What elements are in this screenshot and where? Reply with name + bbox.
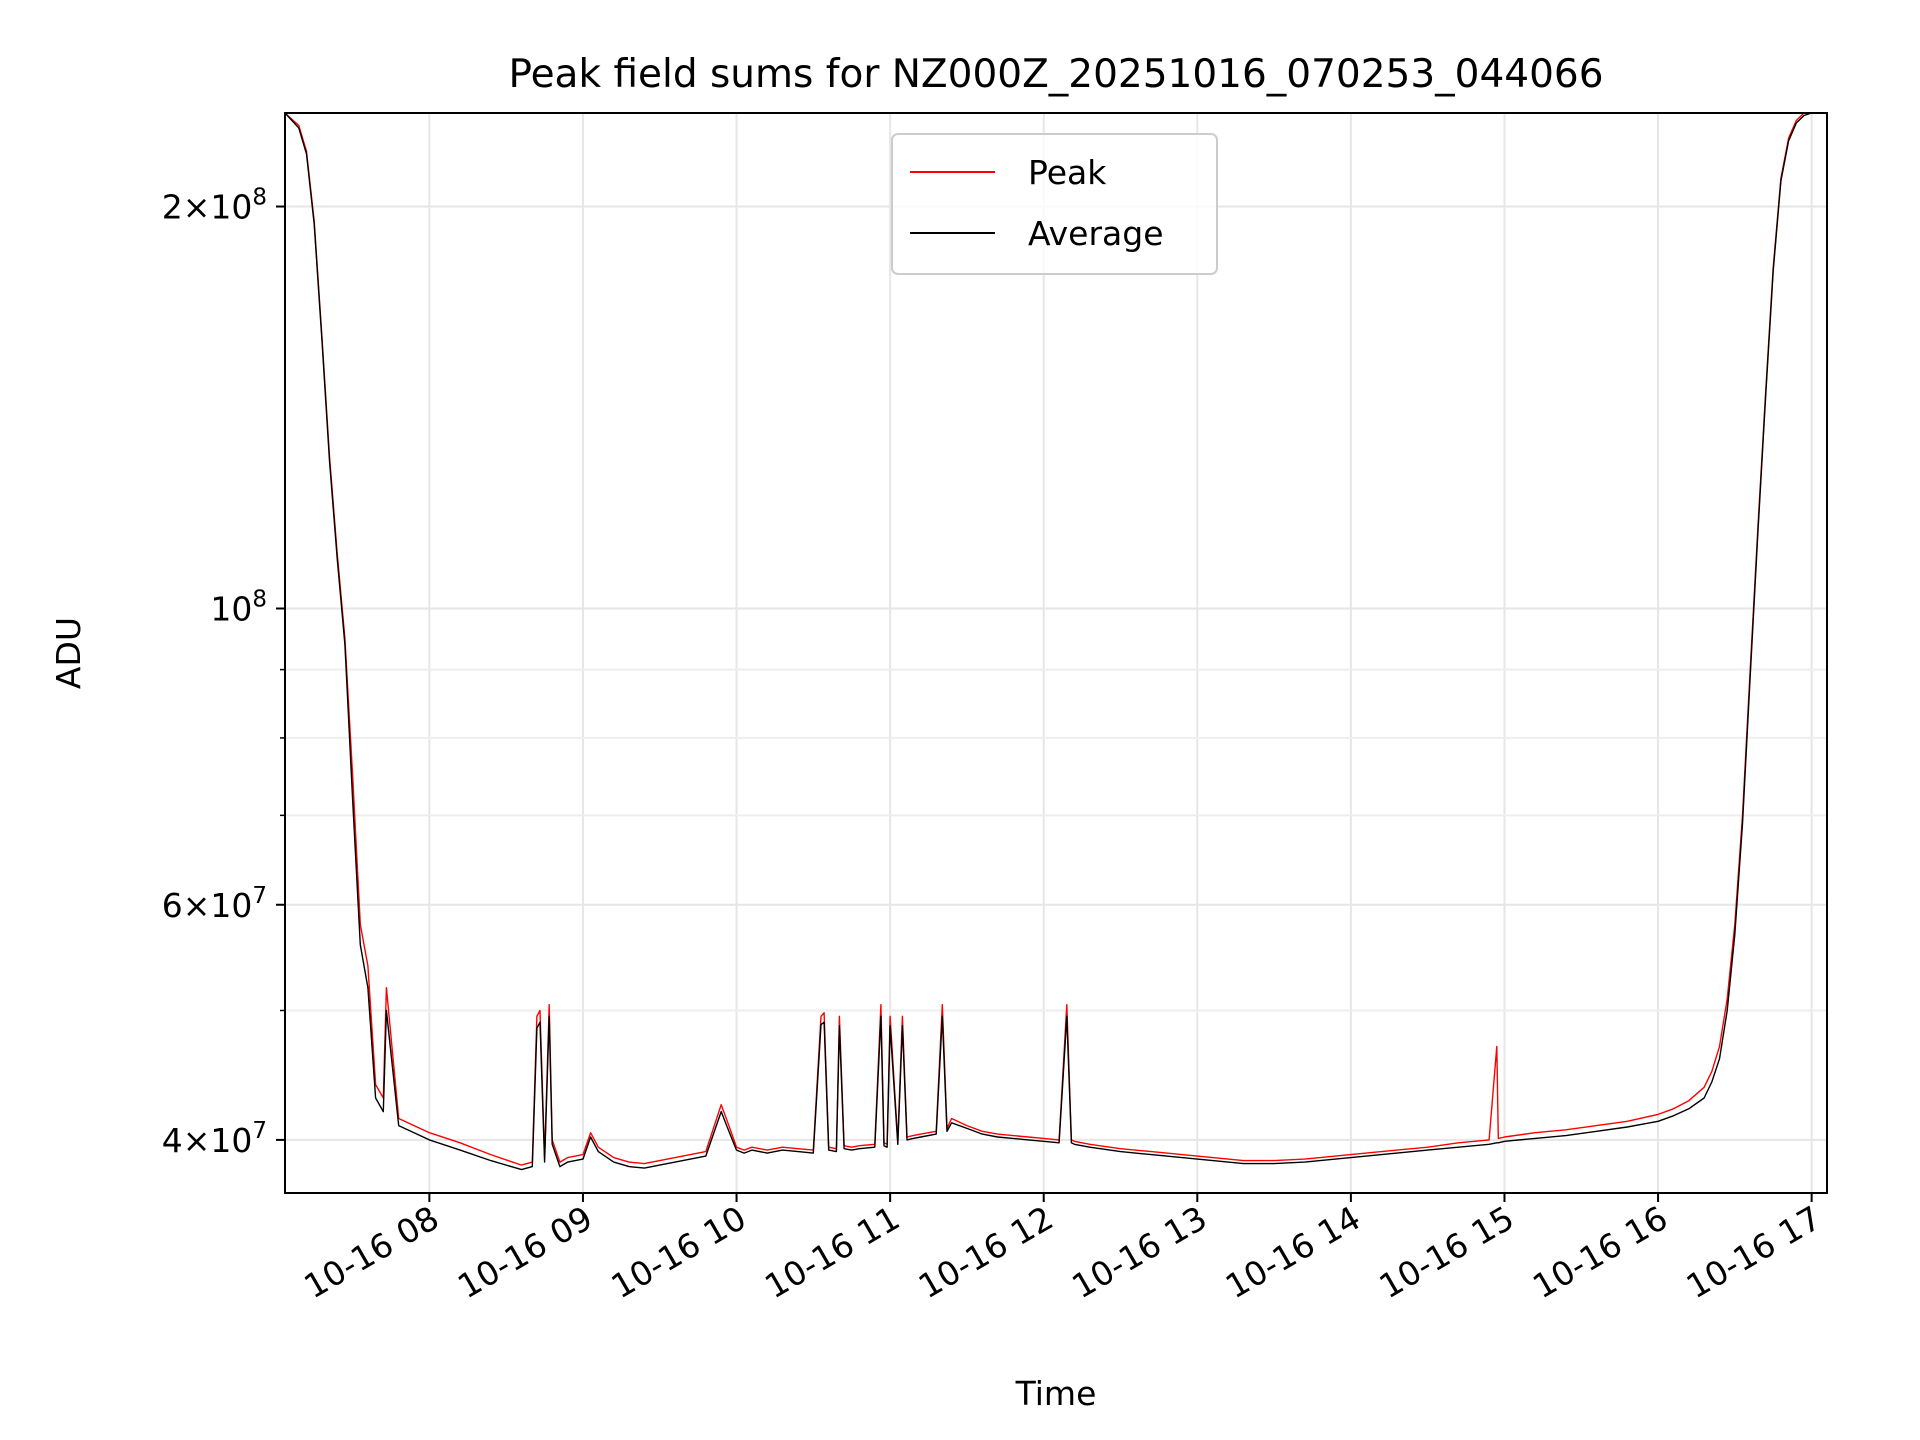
series-line-average [284, 112, 1818, 1171]
series-lines [284, 112, 1818, 1171]
legend-label-average: Average [1028, 214, 1164, 253]
chart-title: Peak field sums for NZ000Z_20251016_0702… [508, 52, 1603, 97]
y-tick-label: 4×107 [162, 1118, 267, 1160]
y-axis-ticks: 4×107 6×107 108 2×108 [162, 185, 285, 1160]
x-axis-label: Time [1015, 1374, 1097, 1413]
y-tick-label: 6×107 [162, 883, 267, 925]
legend-box [891, 133, 1218, 275]
legend-label-peak: Peak [1028, 153, 1107, 192]
legend: Peak Average [891, 133, 1218, 275]
y-tick-label: 2×108 [162, 185, 267, 227]
plot-frame [284, 112, 1828, 1194]
y-axis-label: ADU [49, 617, 88, 689]
y-tick-label: 108 [210, 587, 267, 629]
